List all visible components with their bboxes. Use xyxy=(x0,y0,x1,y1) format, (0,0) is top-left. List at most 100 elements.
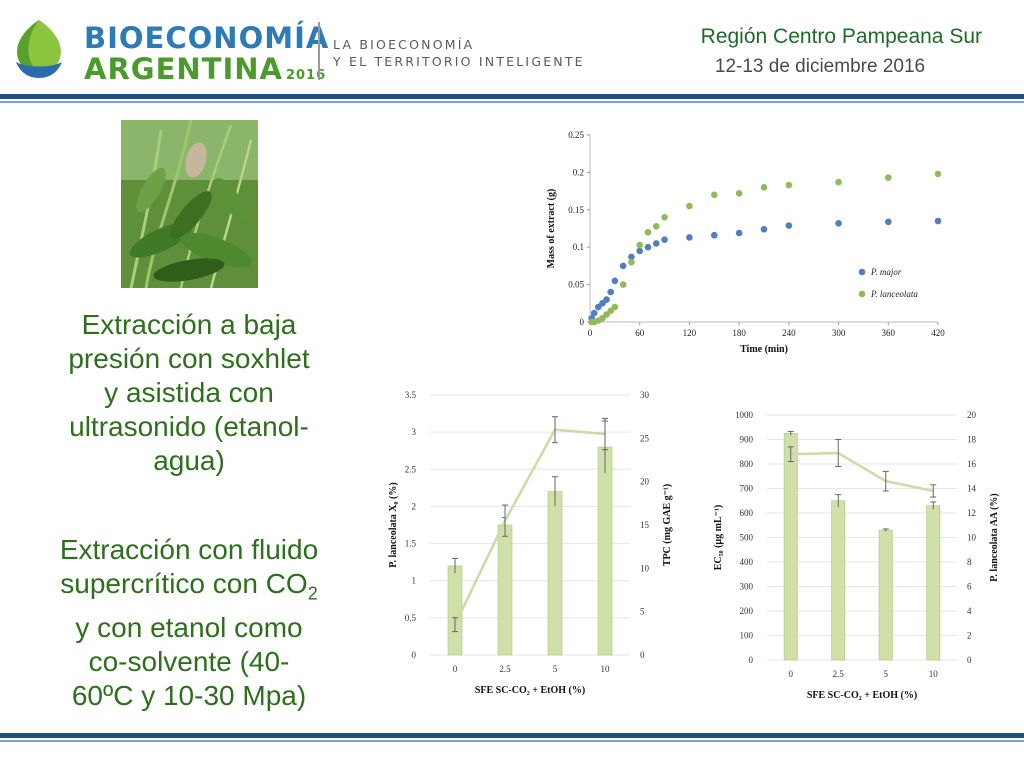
y-tick-label: 0.1 xyxy=(573,242,584,252)
bar xyxy=(497,524,513,656)
x-tick-label: 5 xyxy=(884,669,889,679)
y-left-tick-label: 3.5 xyxy=(405,390,417,400)
p2-line: y con etanol como xyxy=(75,611,303,643)
y-right-tick-label: 0 xyxy=(640,650,645,660)
logo-wordmark-bottom: ARGENTINA 2016 xyxy=(84,52,326,86)
y-left-axis-title: EC₅₀ (µg mL⁻¹) xyxy=(713,505,724,571)
paragraph-lowpressure: Extracción a baja presión con soxhlet y … xyxy=(30,308,348,478)
y-left-tick-label: 0 xyxy=(749,655,754,665)
x-tick-label: 360 xyxy=(882,328,896,338)
bar xyxy=(597,446,613,656)
p-lanceolata-point xyxy=(628,258,635,266)
y-tick-label: 0.25 xyxy=(568,130,584,140)
ec50-aa-bar-chart: 0100200300400500600700800900100002468101… xyxy=(713,410,1000,701)
bar xyxy=(831,500,846,661)
y-right-axis-title: P. lanceolata AA (%) xyxy=(989,493,1000,582)
p-major-point xyxy=(934,217,942,225)
p-lanceolata-point xyxy=(785,181,793,189)
y-left-tick-label: 0.5 xyxy=(405,613,417,623)
x-tick-label: 120 xyxy=(683,328,697,338)
y-left-tick-label: 500 xyxy=(740,533,754,543)
p1-line: Extracción a baja xyxy=(81,309,297,340)
y-left-tick-label: 100 xyxy=(740,631,754,641)
p2-line: co-solvente (40- xyxy=(88,645,290,677)
header-rule-thin xyxy=(0,101,1024,103)
leaf-logo-icon xyxy=(16,20,62,78)
y-left-tick-label: 1.5 xyxy=(405,539,417,549)
p-lanceolata-point xyxy=(686,202,693,210)
p-major-point xyxy=(590,309,598,317)
header-rule xyxy=(0,94,1024,99)
y-right-tick-label: 4 xyxy=(967,606,972,616)
x-axis-title: SFE SC-CO₂ + EtOH (%) xyxy=(807,690,917,701)
legend-marker xyxy=(858,290,866,298)
x-tick-label: 2.5 xyxy=(833,669,845,679)
line-series xyxy=(453,428,606,626)
p2-line2-text: supercrítico con CO xyxy=(60,568,308,599)
legend-label: P. major xyxy=(870,267,902,277)
bar xyxy=(878,529,893,661)
p-major-point xyxy=(760,225,768,233)
bar xyxy=(926,505,941,661)
y-left-tick-label: 700 xyxy=(740,484,754,494)
p-lanceolata-point xyxy=(735,190,743,197)
y-left-tick-label: 1000 xyxy=(735,410,754,420)
p-major-point xyxy=(785,222,793,229)
p-lanceolata-point xyxy=(884,174,892,181)
y-right-tick-label: 0 xyxy=(967,655,972,665)
p1-line: y asistida con xyxy=(104,377,274,408)
y-left-tick-label: 2 xyxy=(412,501,417,511)
p-major-point xyxy=(619,262,627,270)
y-right-tick-label: 2 xyxy=(967,631,972,641)
x-tick-label: 60 xyxy=(635,328,645,338)
y-left-tick-label: 0 xyxy=(412,650,417,660)
p-major-point xyxy=(603,296,610,303)
p-major-point xyxy=(636,247,644,255)
logo-year: 2016 xyxy=(285,68,327,83)
p2-line: Extracción con fluido xyxy=(59,534,319,565)
tagline-line2: Y EL TERRITORIO INTELIGENTE xyxy=(333,54,585,69)
x-tick-label: 180 xyxy=(732,328,746,338)
x-tick-label: 10 xyxy=(929,669,939,679)
y-right-tick-label: 5 xyxy=(640,607,645,617)
p-lanceolata-point xyxy=(652,222,660,230)
p-major-point xyxy=(607,288,615,296)
p-major-point xyxy=(661,236,668,244)
x-tick-label: 0 xyxy=(588,328,593,338)
bar xyxy=(447,565,463,656)
p-major-point xyxy=(652,240,660,247)
logo-divider xyxy=(318,22,320,80)
x-axis-title: Time (min) xyxy=(740,344,788,355)
p1-line: agua) xyxy=(153,445,225,476)
p-major-point xyxy=(884,218,892,226)
y-tick-label: 0.2 xyxy=(573,167,584,177)
p-major-point xyxy=(644,243,652,251)
logo-wordmark-top: BIOECONOMÍA xyxy=(84,21,329,55)
legend-marker xyxy=(858,268,866,276)
y-right-tick-label: 25 xyxy=(640,433,650,443)
x-tick-label: 10 xyxy=(601,664,611,674)
header: BIOECONOMÍA ARGENTINA 2016 LA BIOECONOMÍA… xyxy=(0,0,1024,95)
y-left-tick-label: 900 xyxy=(740,435,754,445)
x-tick-label: 300 xyxy=(832,328,846,338)
x-tick-label: 5 xyxy=(553,664,558,674)
p-lanceolata-point xyxy=(934,170,942,178)
footer-rule-thin xyxy=(0,740,1024,742)
tagline: LA BIOECONOMÍA Y EL TERRITORIO INTELIGEN… xyxy=(333,36,585,70)
y-tick-label: 0 xyxy=(580,317,585,327)
p-lanceolata-point xyxy=(661,213,668,221)
p-lanceolata-point xyxy=(611,303,619,311)
y-tick-label: 0.15 xyxy=(568,205,584,215)
y-left-tick-label: 3 xyxy=(412,427,417,437)
yield-tpc-bar-chart: 0 0.5 1 1.5 2 2.5 3 3.5 0 5 10 15 20 25 30 0 2.5 5 10 SFE S… xyxy=(388,390,673,696)
logo-line1: BIOECONOMÍA xyxy=(84,21,330,55)
p-major-point xyxy=(735,229,743,237)
y-right-tick-label: 10 xyxy=(967,533,977,543)
y-left-axis-title: P. lanceolata X₀ (%) xyxy=(388,482,399,567)
x-tick-label: 240 xyxy=(782,328,796,338)
p-major-point xyxy=(710,231,718,239)
x-tick-label: 2.5 xyxy=(499,664,511,674)
p-major-point xyxy=(835,219,842,227)
legend-label: P. lanceolata xyxy=(870,289,918,299)
y-left-tick-label: 2.5 xyxy=(405,464,417,474)
